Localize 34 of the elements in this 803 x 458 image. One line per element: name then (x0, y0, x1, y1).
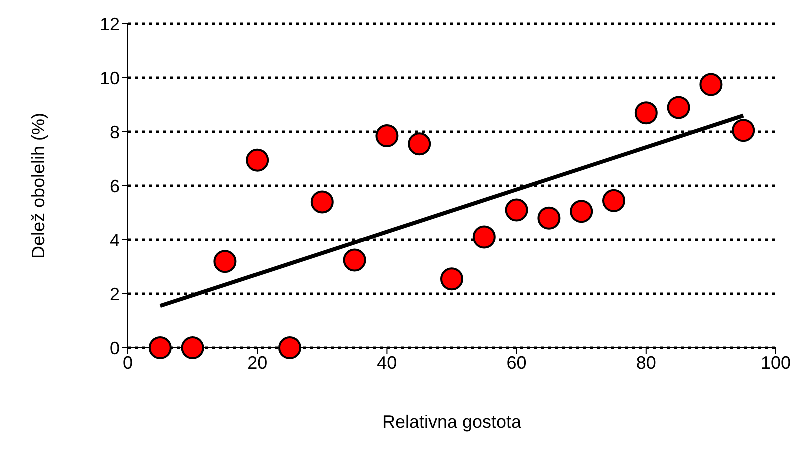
y-tick-label: 6 (110, 176, 120, 196)
y-axis-title: Delež obolelih (%) (28, 112, 48, 260)
point (602, 189, 626, 212)
point (408, 132, 432, 156)
point (376, 124, 399, 148)
x-tick-label: 0 (122, 352, 134, 373)
point (278, 336, 302, 360)
x-tick-label: 20 (248, 352, 268, 373)
point (472, 226, 496, 249)
x-tick-label: 80 (636, 352, 656, 373)
point (634, 102, 658, 125)
point (310, 190, 334, 214)
x-tick-label: 60 (506, 352, 527, 373)
point (181, 336, 204, 360)
point (440, 268, 464, 291)
y-tick-label: 8 (110, 122, 120, 142)
point (343, 248, 366, 272)
x-tick-label: 40 (377, 352, 398, 373)
y-tick-label: 0 (110, 338, 120, 358)
point (700, 73, 723, 96)
y-tick-label: 2 (110, 284, 120, 304)
y-tick-label: 10 (100, 68, 120, 88)
y-tick-label: 12 (100, 14, 120, 34)
point (246, 148, 270, 172)
x-axis-title: Relativna gostota (382, 412, 523, 432)
point (214, 250, 237, 274)
point (505, 198, 528, 222)
y-tick-label: 4 (110, 230, 120, 250)
x-tick-label: 100 (760, 352, 792, 373)
point (538, 206, 561, 230)
point (732, 119, 756, 142)
point (148, 336, 172, 360)
point (570, 200, 594, 224)
point (667, 96, 690, 120)
